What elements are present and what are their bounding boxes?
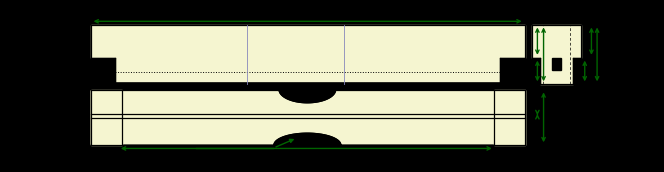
Polygon shape [532,58,540,84]
Polygon shape [493,89,525,145]
Polygon shape [540,58,573,84]
Polygon shape [91,89,122,145]
Polygon shape [532,25,581,58]
Polygon shape [500,58,525,84]
Polygon shape [91,25,525,58]
Polygon shape [91,83,525,103]
Polygon shape [116,58,500,84]
Polygon shape [91,58,116,84]
Polygon shape [91,133,525,152]
Polygon shape [91,89,525,145]
Polygon shape [91,89,122,145]
Polygon shape [91,89,122,145]
Polygon shape [573,58,581,84]
Polygon shape [552,58,561,70]
